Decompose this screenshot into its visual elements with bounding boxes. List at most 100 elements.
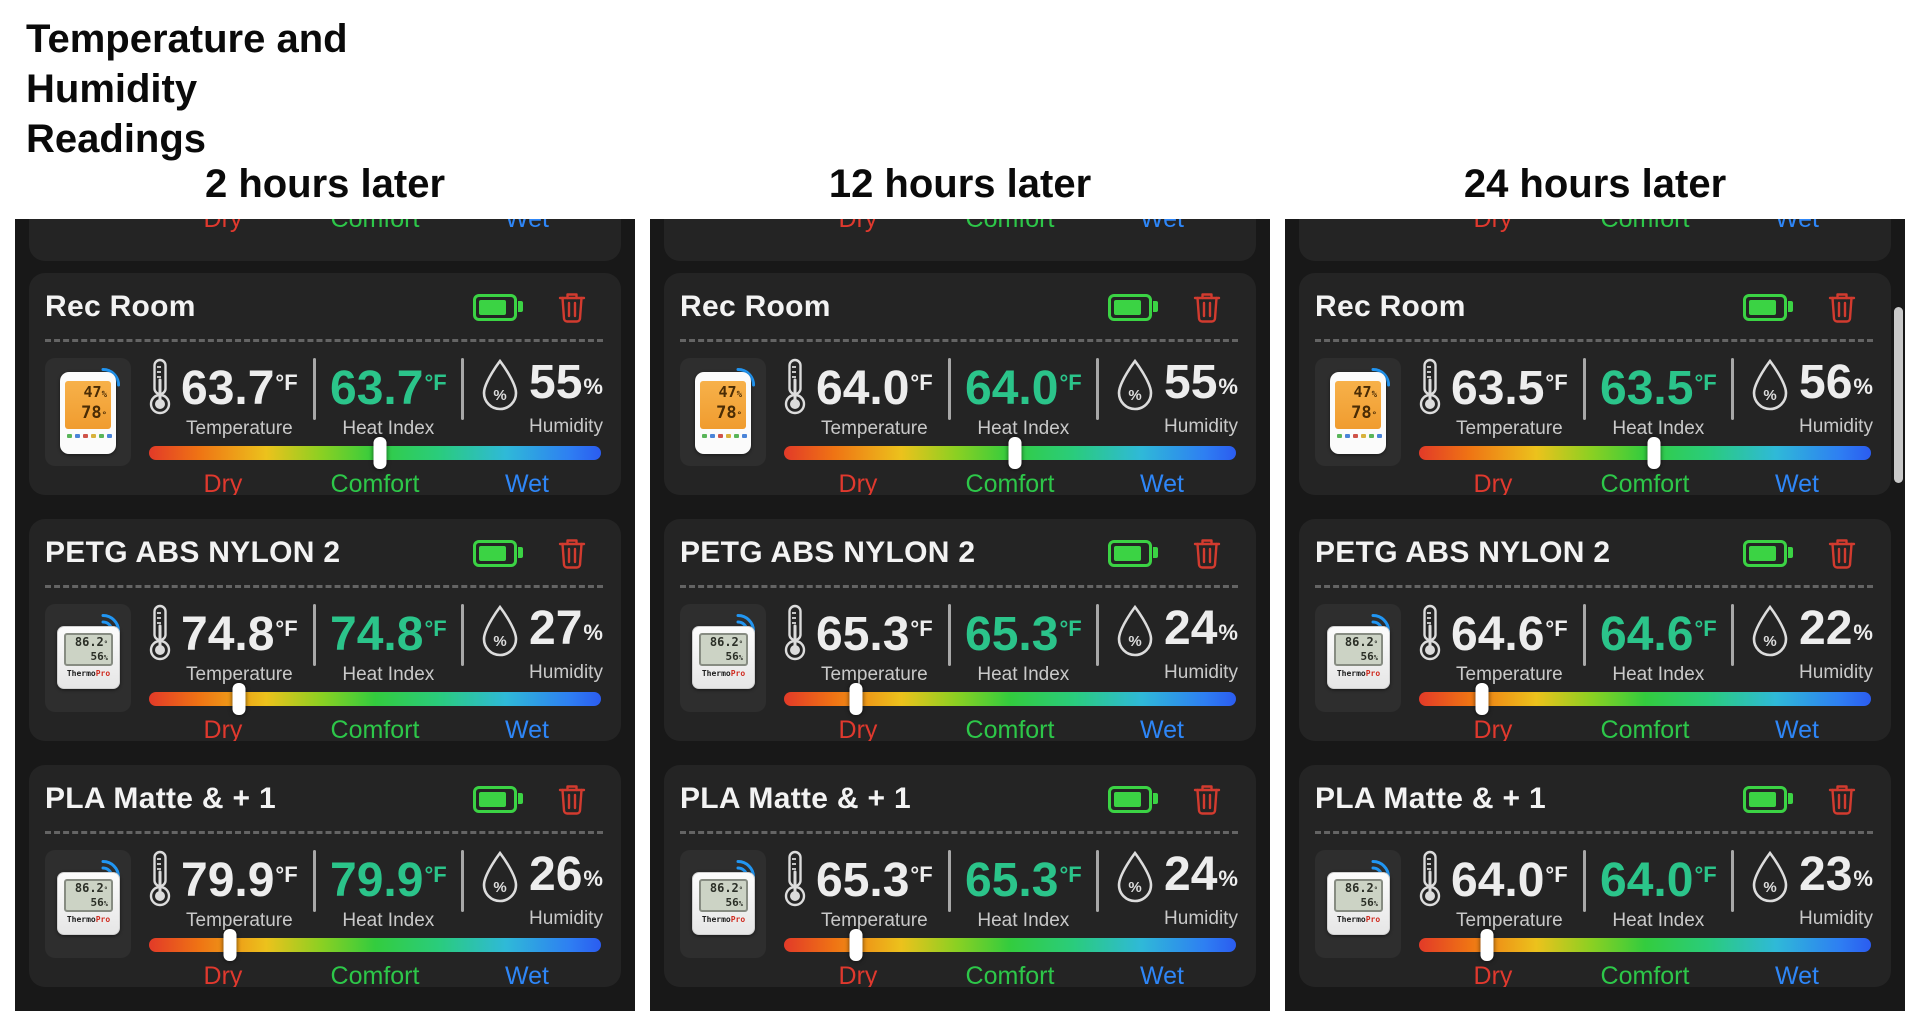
heat-index-value: 63.7°F: [330, 362, 447, 415]
trash-icon: [1193, 785, 1221, 815]
delete-button[interactable]: [557, 290, 587, 324]
device-thumbnail[interactable]: 47% 78° 86.2° 56% ThermoPro: [45, 850, 131, 958]
column-header: 12 hours later: [828, 162, 1092, 206]
metrics-row: 79.9°F Temperature 79.9°F Heat Index: [147, 850, 603, 936]
sensor-card-header: PLA Matte & + 1: [680, 779, 1238, 819]
heat-index-value: 65.3°F: [965, 854, 1082, 907]
humidity-drop-icon: %: [1752, 604, 1788, 657]
thermometer-icon: [1419, 604, 1441, 661]
humidity-comfort-slider[interactable]: [784, 437, 1236, 469]
humidity-drop-icon: %: [1117, 604, 1153, 657]
slider-handle[interactable]: [849, 683, 863, 715]
slider-handle[interactable]: [1008, 437, 1022, 469]
trash-icon: [1828, 539, 1856, 569]
delete-button[interactable]: [1192, 536, 1222, 570]
temperature-value: 63.5°F: [1451, 362, 1568, 415]
metrics-row: 74.8°F Temperature 74.8°F Heat Index: [147, 604, 603, 690]
device-thumbnail[interactable]: 47% 78° 86.2° 56% ThermoPro: [45, 604, 131, 712]
humidity-comfort-slider[interactable]: [784, 683, 1236, 715]
humidity-comfort-slider[interactable]: [149, 683, 601, 715]
comfort-zone-labels: Dry Comfort Wet: [1417, 716, 1873, 741]
separator-bar: [313, 604, 317, 666]
device-thumbnail[interactable]: 47% 78° 86.2° 56% ThermoPro: [1315, 850, 1401, 958]
slider-handle[interactable]: [849, 929, 863, 961]
battery-icon: [1108, 293, 1158, 321]
temperature-metric: 64.0°F Temperature: [1417, 850, 1568, 932]
heat-index-label: Heat Index: [977, 910, 1070, 931]
comparison-column: 2 hours later Dry Comfort Wet Rec Room: [15, 158, 635, 1011]
slider-handle[interactable]: [373, 437, 387, 469]
device-thumbnail[interactable]: 47% 78° 86.2° 56% ThermoPro: [680, 358, 766, 466]
heat-index-label: Heat Index: [977, 664, 1070, 685]
temperature-label: Temperature: [1456, 910, 1563, 931]
separator-bar: [1730, 850, 1734, 912]
humidity-comfort-slider[interactable]: [149, 929, 601, 961]
slider-handle[interactable]: [1647, 437, 1661, 469]
slider-handle[interactable]: [1480, 929, 1494, 961]
device-thumbnail[interactable]: 47% 78° 86.2° 56% ThermoPro: [680, 850, 766, 958]
humidity-metric: % 27% Humidity: [479, 604, 603, 684]
humidity-comfort-slider[interactable]: [784, 929, 1236, 961]
page-title-line-2: Humidity: [26, 67, 198, 111]
delete-button[interactable]: [1827, 536, 1857, 570]
delete-button[interactable]: [557, 536, 587, 570]
sensor-card-header: PETG ABS NYLON 2: [1315, 533, 1873, 573]
humidity-comfort-slider[interactable]: [1419, 437, 1871, 469]
comfort-zone-labels: Dry Comfort Wet: [147, 470, 603, 495]
comfort-label: Comfort: [330, 219, 420, 233]
device-thumbnail[interactable]: 47% 78° 86.2° 56% ThermoPro: [1315, 604, 1401, 712]
humidity-drop-icon: %: [482, 604, 518, 657]
temperature-label: Temperature: [821, 418, 928, 439]
device-thumbnail[interactable]: 47% 78° 86.2° 56% ThermoPro: [1315, 358, 1401, 466]
svg-text:%: %: [1763, 879, 1776, 896]
comfort-zone-labels: Dry Comfort Wet: [1417, 219, 1873, 234]
temperature-value: 64.6°F: [1451, 608, 1568, 661]
comfort-zone-labels: Dry Comfort Wet: [1417, 470, 1873, 495]
delete-button[interactable]: [1192, 290, 1222, 324]
wet-label: Wet: [505, 962, 549, 987]
wet-label: Wet: [505, 470, 549, 495]
temperature-value: 64.0°F: [1451, 854, 1568, 907]
device-lcd: 47% 78°: [65, 381, 111, 429]
humidity-drop-icon: %: [482, 850, 518, 903]
temperature-metric: 63.5°F Temperature: [1417, 358, 1568, 440]
scrollbar-thumb[interactable]: [1894, 307, 1903, 483]
sensor-readings: 47% 78° 86.2° 56% ThermoPro: [680, 358, 1238, 495]
metrics-row: 65.3°F Temperature 65.3°F Heat Index: [782, 850, 1238, 936]
temperature-label: Temperature: [1456, 418, 1563, 439]
slider-handle[interactable]: [1475, 683, 1489, 715]
dry-label: Dry: [203, 962, 243, 987]
separator-bar: [460, 604, 464, 666]
delete-button[interactable]: [1827, 782, 1857, 816]
thermometer-icon: [1419, 850, 1441, 907]
delete-button[interactable]: [1827, 290, 1857, 324]
humidity-label: Humidity: [529, 908, 603, 929]
metrics-and-slider: 65.3°F Temperature 65.3°F Heat Index: [782, 604, 1238, 741]
device-thumbnail[interactable]: 47% 78° 86.2° 56% ThermoPro: [45, 358, 131, 466]
humidity-value: 56%: [1799, 356, 1873, 409]
battery-icon: [1108, 785, 1158, 813]
delete-button[interactable]: [1192, 782, 1222, 816]
heat-index-metric: 64.0°F Heat Index: [1583, 850, 1734, 932]
wet-label: Wet: [1140, 962, 1184, 987]
heat-index-value: 65.3°F: [965, 608, 1082, 661]
humidity-label: Humidity: [529, 662, 603, 683]
humidity-comfort-slider[interactable]: [1419, 683, 1871, 715]
slider-handle[interactable]: [232, 683, 246, 715]
slider-handle[interactable]: [223, 929, 237, 961]
temperature-label: Temperature: [186, 418, 293, 439]
delete-button[interactable]: [557, 782, 587, 816]
comfort-zone-labels: Dry Comfort Wet: [147, 962, 603, 987]
battery-icon: [1743, 293, 1793, 321]
trash-icon: [1828, 293, 1856, 323]
humidity-comfort-slider[interactable]: [1419, 929, 1871, 961]
heat-index-label: Heat Index: [1612, 910, 1705, 931]
card-header-icons: [473, 290, 587, 324]
card-header-icons: [1108, 536, 1222, 570]
sensor-name: Rec Room: [1315, 290, 1466, 323]
heat-index-metric: 79.9°F Heat Index: [313, 850, 464, 932]
device-thumbnail[interactable]: 47% 78° 86.2° 56% ThermoPro: [680, 604, 766, 712]
heat-index-value: 64.0°F: [1600, 854, 1717, 907]
humidity-comfort-slider[interactable]: [149, 437, 601, 469]
metrics-and-slider: 64.6°F Temperature 64.6°F Heat Index: [1417, 604, 1873, 741]
